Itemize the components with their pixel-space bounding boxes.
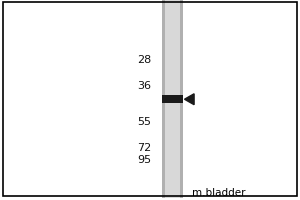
Text: 72: 72 <box>137 143 152 153</box>
Text: 95: 95 <box>137 155 152 165</box>
Text: 55: 55 <box>137 117 152 127</box>
Text: 28: 28 <box>137 55 152 65</box>
Bar <box>162 0 183 198</box>
Text: m.bladder: m.bladder <box>192 188 246 198</box>
Bar <box>162 95 183 103</box>
Polygon shape <box>184 94 194 105</box>
Bar <box>165 0 180 198</box>
Text: 36: 36 <box>137 81 152 91</box>
